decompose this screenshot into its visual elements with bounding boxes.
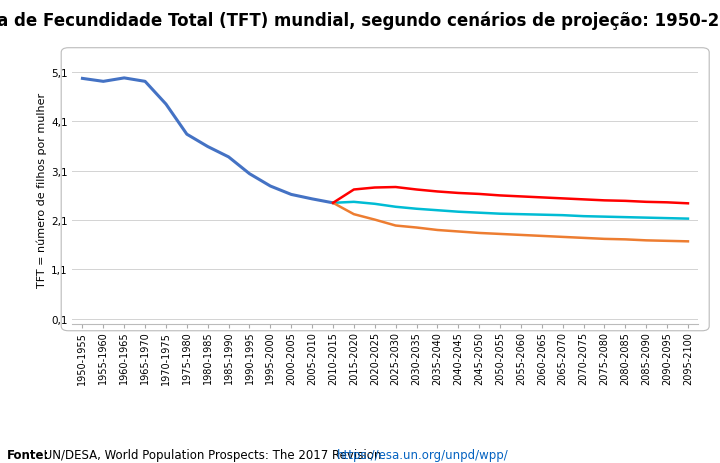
Text: Fonte:: Fonte: xyxy=(7,448,50,461)
Text: UN/DESA, World Population Prospects: The 2017 Revision.: UN/DESA, World Population Prospects: The… xyxy=(40,448,389,461)
Text: https://esa.un.org/unpd/wpp/: https://esa.un.org/unpd/wpp/ xyxy=(337,448,509,461)
Text: Taxa de Fecundidade Total (TFT) mundial, segundo cenários de projeção: 1950-2100: Taxa de Fecundidade Total (TFT) mundial,… xyxy=(0,12,720,30)
Y-axis label: TFT = número de filhos por mulher: TFT = número de filhos por mulher xyxy=(37,93,47,287)
